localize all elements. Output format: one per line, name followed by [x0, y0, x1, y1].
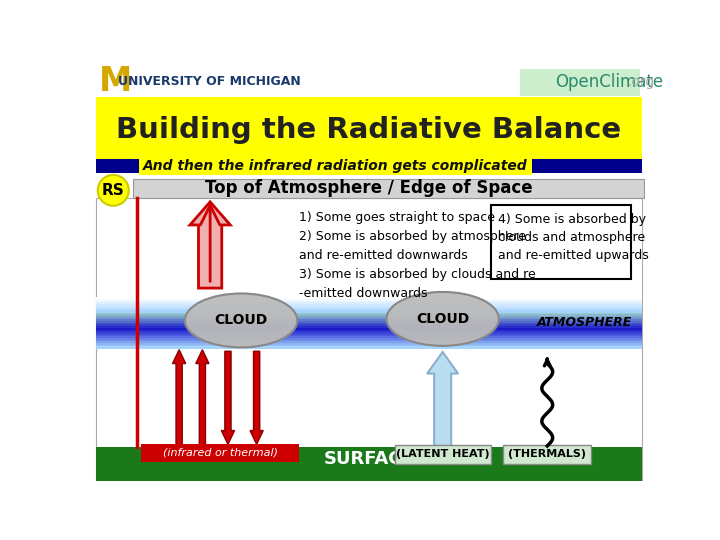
FancyBboxPatch shape [395, 445, 490, 464]
FancyBboxPatch shape [96, 345, 642, 347]
FancyArrow shape [221, 351, 235, 444]
FancyBboxPatch shape [96, 335, 642, 337]
Text: CLOUD: CLOUD [416, 312, 469, 326]
Text: Building the Radiative Balance: Building the Radiative Balance [117, 116, 621, 144]
Text: 1) Some goes straight to space: 1) Some goes straight to space [300, 211, 495, 224]
FancyBboxPatch shape [96, 314, 642, 317]
Text: 4) Some is absorbed by
clouds and atmosphere
and re-emitted upwards: 4) Some is absorbed by clouds and atmosp… [498, 213, 649, 262]
FancyBboxPatch shape [96, 198, 642, 481]
FancyBboxPatch shape [96, 336, 642, 339]
FancyArrow shape [173, 350, 186, 446]
FancyBboxPatch shape [96, 331, 642, 334]
Text: UNIVERSITY OF MICHIGAN: UNIVERSITY OF MICHIGAN [118, 75, 301, 88]
Text: M: M [99, 65, 132, 98]
FancyBboxPatch shape [96, 309, 642, 312]
Text: SURFACE: SURFACE [323, 450, 415, 468]
Text: And then the infrared radiation gets complicated: And then the infrared radiation gets com… [143, 159, 528, 173]
FancyBboxPatch shape [96, 306, 642, 308]
FancyBboxPatch shape [132, 179, 644, 198]
Text: (THERMALS): (THERMALS) [508, 449, 586, 460]
FancyBboxPatch shape [139, 157, 532, 175]
FancyBboxPatch shape [96, 319, 642, 322]
FancyBboxPatch shape [96, 448, 642, 481]
FancyBboxPatch shape [96, 298, 642, 300]
FancyBboxPatch shape [96, 341, 642, 344]
Text: 2) Some is absorbed by atmosphere
and re-emitted downwards
3) Some is absorbed b: 2) Some is absorbed by atmosphere and re… [300, 231, 536, 300]
FancyBboxPatch shape [96, 323, 642, 325]
FancyBboxPatch shape [96, 328, 642, 330]
FancyBboxPatch shape [96, 316, 642, 319]
FancyBboxPatch shape [96, 326, 642, 329]
Text: (LATENT HEAT): (LATENT HEAT) [396, 449, 490, 460]
FancyArrow shape [190, 202, 230, 288]
FancyBboxPatch shape [503, 445, 591, 464]
FancyBboxPatch shape [96, 347, 642, 349]
FancyBboxPatch shape [96, 159, 139, 173]
Text: OpenClimate: OpenClimate [555, 73, 663, 91]
FancyBboxPatch shape [141, 444, 300, 462]
FancyBboxPatch shape [96, 301, 642, 303]
FancyBboxPatch shape [96, 325, 642, 327]
FancyBboxPatch shape [96, 318, 642, 320]
FancyArrow shape [427, 352, 458, 446]
FancyBboxPatch shape [532, 159, 642, 173]
FancyBboxPatch shape [520, 69, 640, 96]
Circle shape [98, 175, 129, 206]
FancyBboxPatch shape [96, 299, 642, 301]
Text: CLOUD: CLOUD [215, 313, 268, 327]
FancyBboxPatch shape [96, 333, 642, 335]
FancyArrow shape [250, 351, 264, 444]
FancyBboxPatch shape [96, 313, 642, 315]
FancyBboxPatch shape [96, 97, 642, 159]
Text: (infrared or thermal): (infrared or thermal) [163, 448, 278, 458]
FancyBboxPatch shape [96, 311, 642, 313]
FancyBboxPatch shape [96, 338, 642, 340]
FancyArrow shape [196, 350, 209, 446]
FancyBboxPatch shape [96, 304, 642, 307]
FancyBboxPatch shape [96, 321, 642, 323]
FancyBboxPatch shape [96, 329, 642, 332]
FancyBboxPatch shape [96, 302, 642, 305]
Text: .org: .org [627, 75, 654, 89]
FancyBboxPatch shape [96, 343, 642, 346]
FancyBboxPatch shape [96, 340, 642, 342]
Text: Top of Atmosphere / Edge of Space: Top of Atmosphere / Edge of Space [205, 179, 533, 198]
Text: ATMOSPHERE: ATMOSPHERE [537, 316, 632, 329]
FancyBboxPatch shape [96, 307, 642, 310]
Ellipse shape [185, 294, 297, 347]
Text: RS: RS [102, 183, 125, 198]
Ellipse shape [387, 292, 499, 346]
FancyBboxPatch shape [490, 205, 631, 279]
